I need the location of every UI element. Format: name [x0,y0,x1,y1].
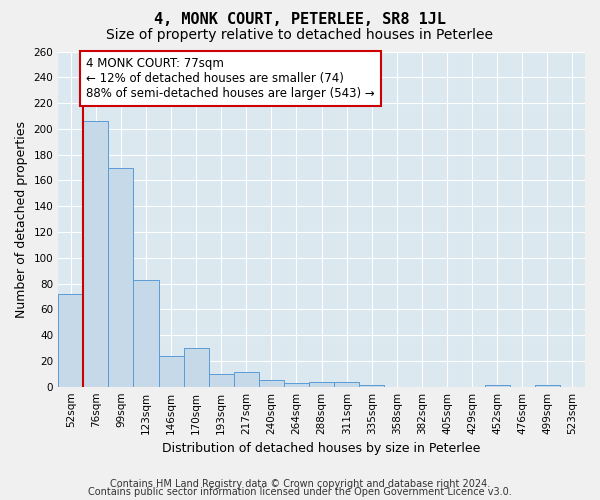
Bar [284,383,309,386]
Bar [109,168,133,386]
Text: 4, MONK COURT, PETERLEE, SR8 1JL: 4, MONK COURT, PETERLEE, SR8 1JL [154,12,446,28]
Bar [158,356,184,386]
Text: 4 MONK COURT: 77sqm
← 12% of detached houses are smaller (74)
88% of semi-detach: 4 MONK COURT: 77sqm ← 12% of detached ho… [86,56,375,100]
Text: Contains HM Land Registry data © Crown copyright and database right 2024.: Contains HM Land Registry data © Crown c… [110,479,490,489]
Bar [184,348,209,387]
Bar [309,382,334,386]
Bar [133,280,158,386]
Bar [58,294,83,386]
Bar [259,380,284,386]
Y-axis label: Number of detached properties: Number of detached properties [15,120,28,318]
Bar [209,374,234,386]
Text: Contains public sector information licensed under the Open Government Licence v3: Contains public sector information licen… [88,487,512,497]
Text: Size of property relative to detached houses in Peterlee: Size of property relative to detached ho… [107,28,493,42]
Bar [83,121,109,386]
Bar [234,372,259,386]
Bar [334,382,359,386]
X-axis label: Distribution of detached houses by size in Peterlee: Distribution of detached houses by size … [163,442,481,455]
